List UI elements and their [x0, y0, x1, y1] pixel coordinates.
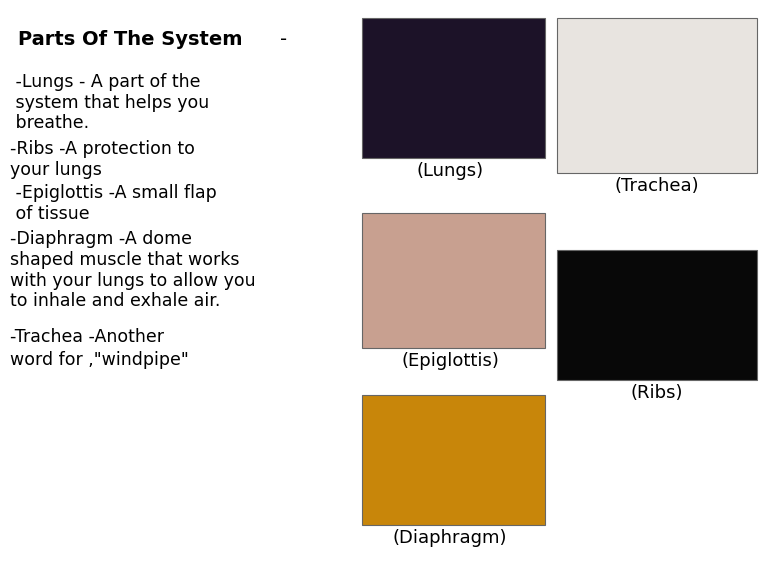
Text: Parts Of The System: Parts Of The System: [18, 30, 243, 49]
Text: shaped muscle that works: shaped muscle that works: [10, 251, 240, 269]
Text: (Epiglottis): (Epiglottis): [401, 352, 499, 370]
Bar: [557, 250, 757, 380]
Text: with your lungs to allow you: with your lungs to allow you: [10, 272, 256, 289]
Bar: [362, 18, 545, 158]
Text: word for ,"windpipe": word for ,"windpipe": [10, 351, 189, 369]
Bar: [362, 213, 545, 348]
Text: -Diaphragm -A dome: -Diaphragm -A dome: [10, 230, 192, 248]
Text: your lungs: your lungs: [10, 161, 102, 179]
Text: -Lungs - A part of the: -Lungs - A part of the: [10, 73, 200, 91]
Text: -: -: [280, 30, 287, 49]
Text: -Epiglottis -A small flap: -Epiglottis -A small flap: [10, 184, 217, 202]
Text: to inhale and exhale air.: to inhale and exhale air.: [10, 292, 220, 310]
Bar: [362, 395, 545, 525]
Text: -Ribs -A protection to: -Ribs -A protection to: [10, 140, 195, 158]
Text: (Diaphragm): (Diaphragm): [392, 529, 507, 547]
Text: breathe.: breathe.: [10, 114, 89, 132]
Text: (Ribs): (Ribs): [631, 384, 684, 402]
Text: -Trachea -Another: -Trachea -Another: [10, 328, 164, 346]
Text: of tissue: of tissue: [10, 205, 90, 223]
Bar: [557, 18, 757, 173]
Text: (Lungs): (Lungs): [416, 162, 484, 180]
Text: system that helps you: system that helps you: [10, 94, 209, 112]
Text: (Trachea): (Trachea): [614, 177, 700, 195]
